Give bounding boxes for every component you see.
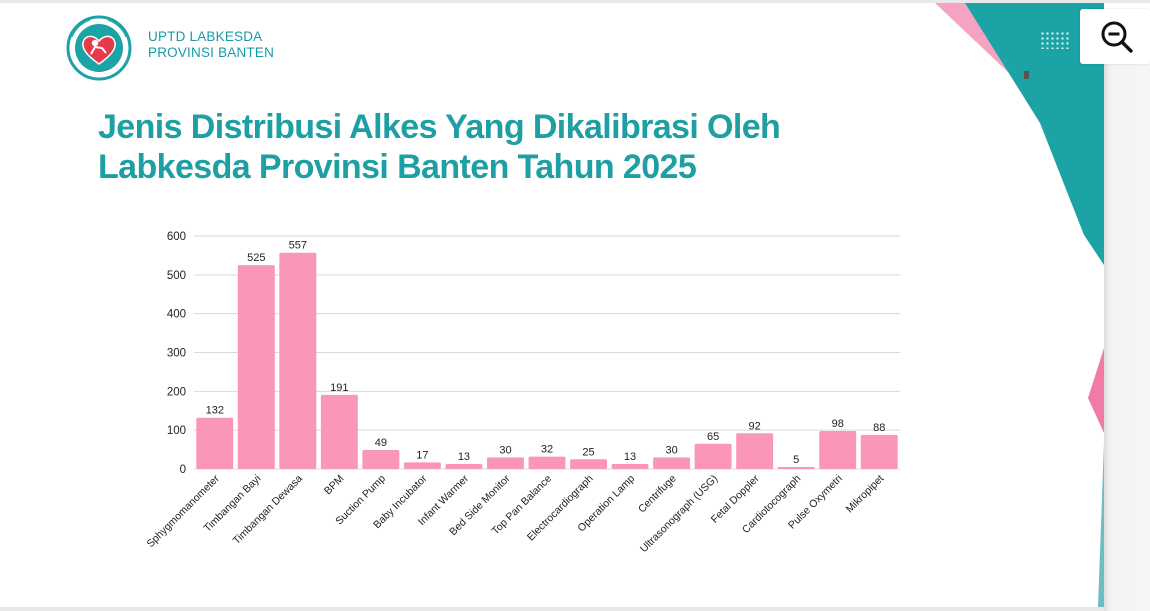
bar <box>611 463 649 469</box>
bar <box>362 449 400 469</box>
data-label: 65 <box>707 431 719 443</box>
bar <box>320 394 358 469</box>
page-title: Jenis Distribusi Alkes Yang Dikalibrasi … <box>98 107 918 187</box>
y-tick-label: 200 <box>167 386 186 398</box>
slide: UPTD LABKESDA PROVINSI BANTEN Jenis Dist… <box>0 3 1104 607</box>
x-tick-label: Centrifuge <box>636 473 679 516</box>
data-label: 98 <box>832 418 844 430</box>
data-label: 191 <box>330 382 348 394</box>
bar <box>694 443 732 469</box>
bar <box>486 457 524 469</box>
x-tick-label: Ultrasonograph (USG) <box>638 473 720 555</box>
data-label: 49 <box>375 437 387 449</box>
data-label: 557 <box>289 240 307 252</box>
data-label: 132 <box>206 405 224 417</box>
zoom-out-icon <box>1101 21 1133 53</box>
zoom-out-button[interactable] <box>1080 9 1150 64</box>
labkesda-logo <box>60 15 138 81</box>
y-tick-label: 400 <box>167 309 186 321</box>
y-tick-label: 500 <box>167 270 186 282</box>
org-name: UPTD LABKESDA PROVINSI BANTEN <box>148 29 274 61</box>
x-tick-label: Sphygmomanometer <box>144 472 222 550</box>
bottom-border <box>0 607 1150 611</box>
data-label: 32 <box>541 444 553 456</box>
y-tick-label: 0 <box>180 464 186 476</box>
bar <box>860 434 898 469</box>
y-tick-label: 300 <box>167 348 186 360</box>
x-tick-label: Mikropipet <box>844 473 887 516</box>
y-tick-label: 600 <box>167 231 186 243</box>
data-label: 25 <box>582 446 594 458</box>
bar <box>736 433 774 469</box>
bar-chart: 0100200300400500600132Sphygmomanometer52… <box>144 231 900 555</box>
data-label: 92 <box>749 420 761 432</box>
corner-decoration <box>935 3 1104 607</box>
data-label: 88 <box>873 422 885 434</box>
data-label: 525 <box>247 252 265 264</box>
org-name-line1: UPTD LABKESDA <box>148 29 263 44</box>
y-tick-label: 100 <box>167 425 186 437</box>
dot-grid-icon <box>1040 31 1070 49</box>
viewer-side-panel <box>1104 64 1150 611</box>
data-label: 5 <box>793 454 799 466</box>
bar <box>279 252 317 469</box>
data-label: 13 <box>624 451 636 463</box>
data-label: 30 <box>665 444 677 456</box>
bar <box>403 462 441 469</box>
title-line2: Labkesda Provinsi Banten Tahun 2025 <box>98 148 697 186</box>
x-tick-label: Timbangan Dewasa <box>231 473 305 547</box>
data-label: 13 <box>458 451 470 463</box>
title-line1: Jenis Distribusi Alkes Yang Dikalibrasi … <box>98 108 781 146</box>
bar <box>528 456 566 469</box>
bar <box>777 467 815 469</box>
bar <box>653 457 691 469</box>
top-border <box>0 0 1150 3</box>
bar <box>196 417 234 469</box>
x-tick-label: BPM <box>322 473 347 498</box>
bar <box>570 459 608 469</box>
data-label: 30 <box>499 444 511 456</box>
data-label: 17 <box>416 449 428 461</box>
org-name-line2: PROVINSI BANTEN <box>148 45 275 60</box>
bar <box>237 265 275 469</box>
bar <box>445 463 483 469</box>
bar <box>819 430 857 469</box>
